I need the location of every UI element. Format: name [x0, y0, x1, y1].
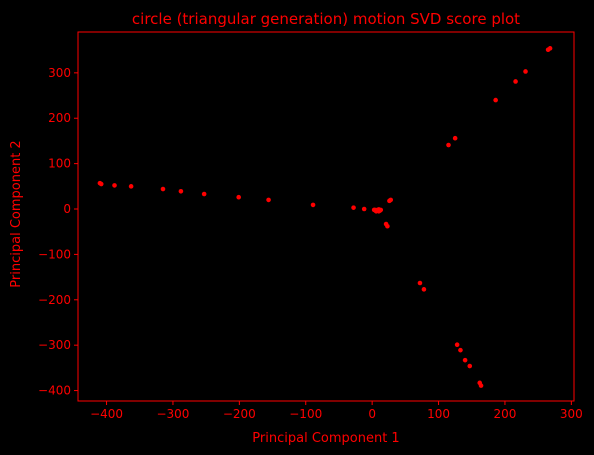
data-point [376, 207, 382, 212]
x-axis-label: Principal Component 1 [252, 431, 399, 446]
y-tick-label: −300 [38, 338, 71, 352]
data-point [178, 189, 184, 194]
data-point [493, 97, 498, 103]
x-tick-label: −300 [156, 407, 189, 421]
y-tick-label: −100 [38, 247, 71, 261]
y-tick-label: 200 [48, 111, 71, 125]
x-tick-label: 100 [427, 407, 450, 421]
y-tick-label: −200 [38, 293, 71, 307]
data-point [372, 207, 378, 213]
data-point [388, 197, 394, 203]
data-point [421, 287, 427, 292]
data-point [351, 205, 356, 210]
x-tick-label: −100 [289, 407, 322, 421]
x-tick-label: 200 [493, 407, 516, 421]
data-point [361, 206, 367, 212]
x-tick-label: 300 [560, 407, 583, 421]
data-point [467, 363, 473, 369]
data-point [310, 202, 316, 208]
data-point [160, 186, 166, 192]
data-point [478, 383, 484, 388]
data-point [385, 223, 390, 229]
x-tick-label: −200 [223, 407, 256, 421]
data-point [266, 197, 271, 203]
data-point [454, 342, 460, 348]
data-point [513, 79, 518, 84]
y-tick-label: 0 [63, 202, 71, 216]
plot-area-frame [77, 31, 575, 402]
data-points [97, 46, 553, 388]
data-point [547, 46, 553, 51]
y-tick-label: −400 [38, 384, 71, 398]
y-tick-label: 100 [48, 157, 71, 171]
x-axis-ticks: −400 −300 −200 −100 0 100 200 300 [90, 401, 583, 421]
y-axis-label: Principal Component 2 [9, 140, 24, 287]
x-tick-label: −400 [90, 407, 123, 421]
chart-title: circle (triangular generation) motion SV… [132, 10, 520, 28]
data-point [112, 183, 117, 188]
data-point [446, 142, 451, 148]
x-tick-label: 0 [368, 407, 376, 421]
data-point [98, 181, 104, 187]
data-point [462, 357, 468, 363]
data-point [128, 184, 134, 189]
data-point [236, 194, 241, 200]
y-tick-label: 300 [48, 66, 71, 80]
data-point [452, 135, 458, 141]
data-point [417, 280, 423, 286]
data-point [201, 191, 207, 197]
data-point [523, 69, 528, 74]
y-axis-ticks: −400 −300 −200 −100 0 100 200 300 [38, 66, 78, 398]
data-point [458, 347, 463, 353]
